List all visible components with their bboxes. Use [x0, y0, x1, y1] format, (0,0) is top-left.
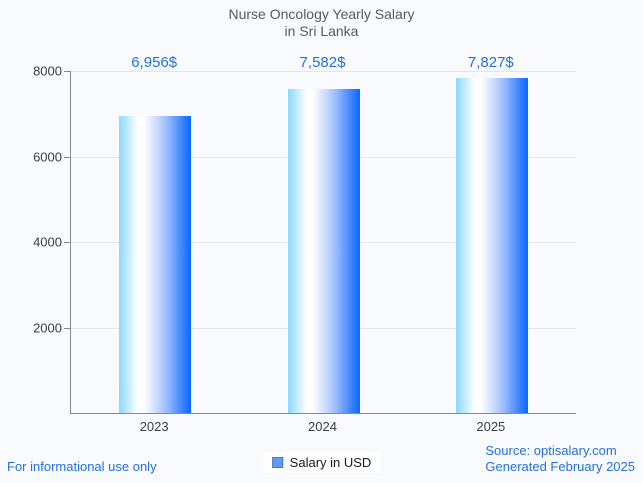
y-tick-label-6000: 6000 — [33, 149, 62, 164]
source-link[interactable]: Source: optisalary.com — [485, 443, 617, 458]
disclaimer-text: For informational use only — [7, 459, 157, 474]
value-label-2025: 7,827$ — [467, 54, 514, 71]
gridline-8000 — [71, 71, 576, 72]
value-label-2024: 7,582$ — [299, 54, 346, 71]
legend-label: Salary in USD — [289, 455, 372, 470]
y-tick-label-8000: 8000 — [33, 63, 62, 79]
generated-date: Generated February 2025 — [485, 459, 635, 474]
y-tick-mark-6000 — [64, 156, 70, 158]
y-tick-mark-2000 — [64, 327, 70, 329]
legend[interactable]: Salary in USD — [262, 452, 381, 473]
bar-2024[interactable] — [287, 88, 360, 413]
value-labels-row: 6,956$ 7,582$ 7,827$ — [70, 54, 575, 74]
y-axis-labels: 2000 4000 6000 8000 — [0, 64, 62, 413]
chart-title-line1: Nurse Oncology Yearly Salary — [228, 6, 415, 22]
bar-2023[interactable] — [119, 115, 192, 413]
chart-title: Nurse Oncology Yearly Salary in Sri Lank… — [0, 6, 643, 40]
x-tick-label-2023: 2023 — [139, 419, 169, 434]
y-tick-mark-8000 — [64, 71, 70, 72]
legend-marker-square-icon — [271, 457, 283, 468]
y-tick-mark-4000 — [64, 242, 70, 243]
x-tick-label-2024: 2024 — [308, 419, 337, 434]
chart-title-line2: in Sri Lanka — [284, 23, 359, 39]
bar-2025[interactable] — [455, 78, 528, 413]
y-tick-label-4000: 4000 — [33, 234, 62, 250]
y-tick-label-2000: 2000 — [33, 320, 62, 335]
value-label-2023: 6,956$ — [131, 54, 178, 71]
source-block: Source: optisalary.com Generated Februar… — [485, 443, 635, 475]
x-axis-labels: 2023 2024 2025 — [70, 419, 575, 439]
x-tick-label-2025: 2025 — [476, 419, 506, 434]
plot-area — [64, 71, 576, 414]
